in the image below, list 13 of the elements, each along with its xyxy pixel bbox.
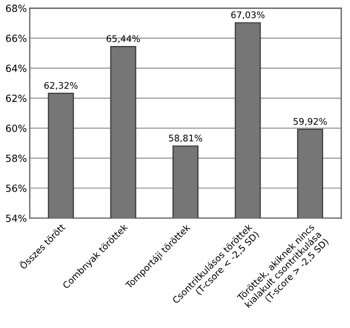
y-tick-label: 56% [6, 184, 26, 192]
y-tick-label: 60% [6, 124, 26, 132]
data-label: 62,32% [44, 82, 78, 90]
data-label: 65,44% [106, 35, 140, 43]
data-label: 67,03% [231, 11, 265, 20]
y-tick-label: 54% [6, 214, 26, 222]
y-tick-label: 66% [6, 34, 26, 42]
y-tick-label: 68% [6, 4, 26, 12]
y-tick-label: 58% [6, 154, 26, 162]
data-label: 59,92% [294, 118, 327, 126]
y-tick-label: 64% [6, 64, 26, 72]
data-label: 58,81% [168, 134, 202, 142]
y-tick-label: 62% [6, 94, 26, 102]
